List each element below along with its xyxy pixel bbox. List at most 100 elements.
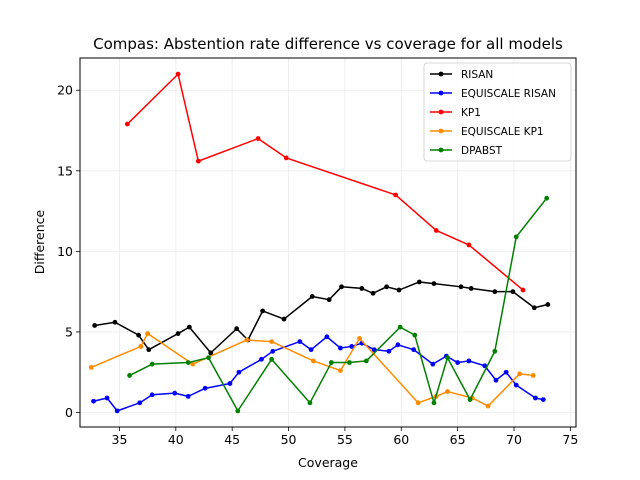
data-point-risan — [186, 324, 192, 330]
data-point-equiscale-kp1 — [88, 364, 94, 370]
data-point-dpabst — [412, 332, 418, 338]
data-point-equiscale-kp1 — [244, 337, 250, 343]
data-point-equiscale-risan — [114, 408, 120, 414]
data-point-risan — [468, 286, 474, 291]
data-point-kp1 — [255, 136, 261, 141]
data-point-risan — [326, 297, 332, 303]
y-tick-label: 15 — [57, 163, 73, 178]
x-tick-label: 40 — [168, 432, 184, 447]
data-point-dpabst — [513, 234, 519, 240]
data-point-risan — [510, 289, 516, 295]
legend: RISAN EQUISCALE RISAN KP1 EQUISCALE KP1 DPAB… — [423, 62, 572, 162]
series-equiscale-risan — [91, 334, 546, 414]
legend-marker — [438, 147, 444, 153]
data-point-risan — [260, 308, 266, 314]
data-point-risan — [431, 281, 437, 286]
data-point-equiscale-kp1 — [338, 368, 343, 374]
data-point-kp1 — [466, 242, 472, 248]
legend-item: RISAN — [430, 69, 493, 81]
data-point-kp1 — [175, 71, 181, 77]
data-point-risan — [359, 286, 365, 291]
data-point-equiscale-risan — [202, 385, 208, 391]
x-tick-label: 50 — [281, 432, 297, 447]
legend-label: RISAN — [461, 69, 493, 81]
data-point-equiscale-risan — [297, 339, 303, 344]
legend-label: DPABST — [461, 145, 503, 157]
data-point-equiscale-kp1 — [530, 373, 536, 378]
data-point-dpabst — [127, 373, 132, 378]
data-point-equiscale-risan — [91, 398, 96, 404]
legend-item: EQUISCALE RISAN — [430, 88, 556, 100]
data-point-equiscale-risan — [349, 344, 355, 349]
data-point-equiscale-kp1 — [138, 344, 144, 349]
data-point-equiscale-kp1 — [310, 358, 316, 364]
data-point-risan — [416, 279, 422, 285]
data-point-risan — [545, 302, 551, 307]
data-point-risan — [339, 284, 344, 290]
data-point-dpabst — [206, 355, 211, 361]
data-point-equiscale-risan — [259, 356, 264, 362]
data-point-dpabst — [328, 360, 334, 365]
data-point-kp1 — [433, 228, 439, 233]
data-point-kp1 — [124, 121, 130, 127]
x-tick-label: 70 — [506, 432, 522, 447]
legend-item: KP1 — [430, 107, 481, 119]
data-point-dpabst — [269, 356, 275, 362]
data-point-dpabst — [185, 360, 191, 365]
data-point-dpabst — [347, 360, 352, 365]
data-point-equiscale-risan — [411, 347, 417, 353]
data-point-equiscale-risan — [236, 369, 242, 375]
data-point-dpabst — [492, 348, 498, 354]
series-dpabst — [127, 195, 550, 414]
data-point-equiscale-risan — [227, 381, 233, 386]
x-axis-label: Coverage — [298, 455, 358, 470]
data-point-equiscale-risan — [482, 363, 488, 369]
x-tick-label: 35 — [112, 432, 128, 447]
data-point-dpabst — [235, 408, 241, 414]
legend-label: EQUISCALE RISAN — [461, 88, 556, 100]
data-point-risan — [309, 294, 315, 299]
data-point-risan — [112, 319, 118, 325]
series-layer — [88, 71, 551, 414]
series-line-equiscale-kp1 — [90, 332, 534, 407]
data-point-kp1 — [283, 155, 289, 161]
data-point-equiscale-risan — [324, 334, 330, 340]
series-line-dpabst — [129, 197, 548, 412]
data-point-equiscale-kp1 — [517, 371, 523, 377]
legend-marker — [438, 71, 444, 77]
series-equiscale-kp1 — [88, 331, 536, 409]
data-point-risan — [281, 316, 287, 322]
data-point-equiscale-risan — [533, 395, 538, 401]
series-kp1 — [124, 71, 526, 293]
data-point-equiscale-risan — [270, 348, 276, 354]
data-point-equiscale-risan — [395, 342, 401, 348]
data-point-kp1 — [520, 287, 526, 293]
data-point-equiscale-risan — [455, 360, 461, 365]
y-axis-label: Difference — [32, 209, 47, 274]
data-point-equiscale-kp1 — [445, 389, 450, 394]
data-point-equiscale-risan — [493, 377, 499, 383]
data-point-equiscale-risan — [466, 358, 472, 364]
data-point-equiscale-risan — [513, 382, 519, 388]
data-point-equiscale-risan — [540, 397, 546, 403]
series-risan — [92, 279, 551, 356]
y-tick-label: 10 — [57, 244, 73, 259]
legend-label: EQUISCALE KP1 — [461, 126, 544, 138]
data-point-equiscale-risan — [185, 393, 191, 399]
legend-label: KP1 — [461, 107, 481, 119]
data-point-dpabst — [363, 358, 369, 364]
data-point-risan — [208, 350, 214, 356]
data-point-risan — [175, 331, 181, 336]
data-point-equiscale-kp1 — [190, 361, 196, 367]
x-tick-label: 55 — [337, 432, 353, 447]
x-tick-label: 65 — [450, 432, 466, 447]
data-point-equiscale-kp1 — [269, 339, 275, 344]
data-point-kp1 — [195, 158, 201, 164]
data-point-equiscale-risan — [172, 390, 178, 396]
data-point-risan — [92, 323, 98, 328]
data-point-risan — [531, 305, 537, 311]
legend-item: EQUISCALE KP1 — [430, 126, 544, 138]
data-point-risan — [458, 284, 464, 290]
data-point-risan — [396, 287, 402, 293]
